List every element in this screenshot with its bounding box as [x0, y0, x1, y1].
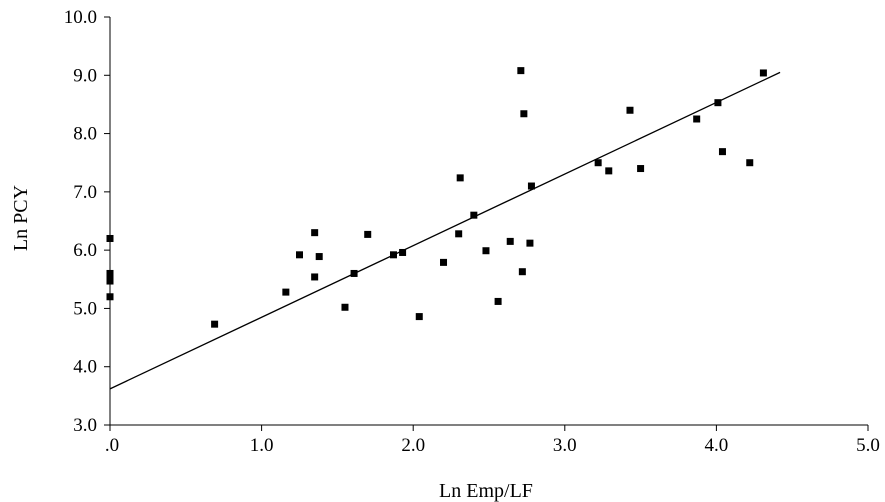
x-tick-label: 4.0: [705, 435, 729, 456]
data-point: [526, 239, 534, 247]
data-point: [415, 313, 423, 321]
data-point: [311, 273, 319, 281]
data-point: [440, 258, 448, 266]
y-tick-label: 3.0: [73, 415, 97, 436]
data-point: [714, 99, 722, 107]
y-ticks: 3.0 4.0 5.0 6.0 7.0 8.0 9.0 10.0: [64, 7, 110, 436]
data-point: [106, 293, 114, 301]
trend-line: [109, 71, 781, 390]
data-point: [626, 106, 634, 114]
data-point: [106, 234, 114, 242]
x-tick-label: .0: [105, 435, 119, 456]
data-point: [693, 115, 701, 123]
data-point: [311, 229, 319, 237]
data-point: [506, 237, 514, 245]
data-points: [106, 67, 767, 328]
data-point: [455, 230, 463, 238]
data-point: [364, 230, 372, 238]
data-point: [389, 251, 397, 259]
x-tick-label: 5.0: [856, 435, 880, 456]
y-tick-label: 5.0: [73, 298, 97, 319]
data-point: [482, 247, 490, 255]
data-point: [746, 159, 754, 167]
data-point: [494, 297, 502, 305]
y-tick-label: 4.0: [73, 357, 97, 378]
data-point: [759, 69, 767, 77]
data-point: [594, 159, 602, 167]
x-tick-label: 1.0: [250, 435, 274, 456]
y-tick-label: 7.0: [73, 182, 97, 203]
data-point: [470, 211, 478, 219]
y-tick-label: 9.0: [73, 65, 97, 86]
data-point: [517, 67, 525, 75]
axes: [109, 17, 868, 426]
data-point: [456, 174, 464, 182]
data-point: [296, 251, 303, 259]
y-axis-title: Ln PCY: [10, 185, 32, 251]
data-point: [211, 320, 219, 328]
data-point: [718, 148, 726, 156]
x-tick-label: 2.0: [401, 435, 425, 456]
data-point: [106, 272, 114, 280]
x-ticks: .0 1.0 2.0 3.0 4.0 5.0: [105, 425, 880, 456]
x-tick-label: 3.0: [553, 435, 577, 456]
data-point: [399, 248, 407, 256]
data-point: [315, 253, 323, 261]
data-point: [520, 110, 528, 118]
data-point: [282, 288, 290, 296]
data-point: [350, 269, 358, 277]
data-point: [637, 165, 645, 173]
x-axis-title: Ln Emp/LF: [439, 480, 533, 502]
y-tick-label: 6.0: [73, 240, 97, 261]
y-tick-label: 8.0: [73, 124, 97, 145]
data-point: [518, 268, 526, 276]
data-point: [106, 277, 114, 285]
data-point: [605, 167, 613, 175]
y-tick-label: 10.0: [64, 7, 97, 28]
data-point: [527, 182, 535, 190]
data-point: [341, 303, 349, 311]
